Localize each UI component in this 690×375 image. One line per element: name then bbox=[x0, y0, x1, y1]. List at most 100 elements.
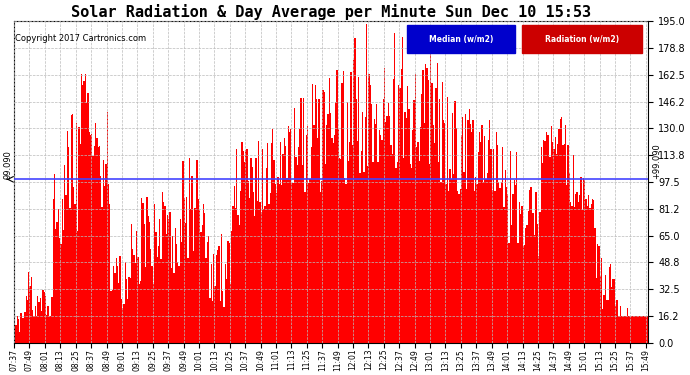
Bar bbox=[217, 250, 218, 343]
Bar bbox=[219, 301, 221, 343]
Bar bbox=[95, 123, 96, 343]
Bar bbox=[60, 244, 61, 343]
Bar bbox=[78, 127, 79, 343]
Bar bbox=[30, 286, 31, 343]
Bar bbox=[222, 291, 224, 343]
Bar bbox=[420, 128, 421, 343]
Bar bbox=[199, 210, 200, 343]
Bar bbox=[250, 158, 252, 343]
Bar bbox=[570, 202, 571, 343]
Bar bbox=[567, 145, 569, 343]
Text: +99.090: +99.090 bbox=[652, 144, 661, 179]
Bar bbox=[115, 258, 117, 343]
Bar bbox=[474, 191, 475, 343]
Bar bbox=[263, 209, 264, 343]
Bar bbox=[233, 206, 234, 343]
Bar bbox=[401, 69, 402, 343]
Bar bbox=[166, 234, 167, 343]
Bar bbox=[357, 141, 358, 343]
Bar bbox=[408, 109, 410, 343]
Bar bbox=[467, 120, 469, 343]
Bar bbox=[188, 158, 190, 343]
Bar bbox=[246, 149, 248, 343]
Bar bbox=[495, 132, 497, 343]
Bar bbox=[139, 285, 140, 343]
Bar bbox=[236, 150, 237, 343]
Bar bbox=[512, 194, 513, 343]
Bar bbox=[17, 316, 18, 343]
Bar bbox=[209, 298, 210, 343]
Bar bbox=[451, 179, 452, 343]
Bar bbox=[340, 159, 342, 343]
Bar bbox=[351, 72, 352, 343]
Bar bbox=[76, 123, 77, 343]
Bar bbox=[173, 273, 175, 343]
Bar bbox=[565, 125, 566, 343]
Bar bbox=[569, 173, 570, 343]
Bar bbox=[393, 79, 394, 343]
Bar bbox=[540, 147, 542, 343]
Bar bbox=[150, 249, 152, 343]
Bar bbox=[580, 177, 582, 343]
Bar bbox=[43, 292, 45, 343]
Bar bbox=[186, 197, 188, 343]
Bar bbox=[368, 74, 370, 343]
Bar bbox=[359, 173, 361, 343]
Bar bbox=[307, 126, 308, 343]
Bar bbox=[522, 246, 524, 343]
Bar bbox=[142, 203, 144, 343]
Bar bbox=[86, 103, 87, 343]
Bar bbox=[439, 99, 440, 343]
Bar bbox=[618, 316, 619, 343]
Bar bbox=[319, 192, 321, 343]
Bar bbox=[443, 120, 444, 343]
Bar bbox=[502, 147, 503, 343]
Bar bbox=[59, 238, 60, 343]
Bar bbox=[164, 206, 166, 343]
Bar bbox=[376, 104, 377, 343]
Bar bbox=[471, 132, 473, 343]
Bar bbox=[37, 296, 39, 343]
Bar bbox=[635, 316, 637, 343]
Bar bbox=[397, 162, 398, 343]
Bar bbox=[22, 318, 23, 343]
Bar bbox=[302, 165, 303, 343]
Bar bbox=[336, 70, 337, 343]
Bar bbox=[279, 184, 280, 343]
Bar bbox=[239, 225, 240, 343]
Bar bbox=[290, 129, 291, 343]
Bar bbox=[551, 126, 552, 343]
Title: Solar Radiation & Day Average per Minute Sun Dec 10 15:53: Solar Radiation & Day Average per Minute… bbox=[71, 4, 591, 20]
Bar bbox=[133, 255, 135, 343]
Bar bbox=[640, 316, 642, 343]
Bar bbox=[549, 157, 551, 343]
Bar bbox=[158, 246, 159, 343]
Bar bbox=[524, 245, 525, 343]
Bar bbox=[501, 182, 502, 343]
Bar bbox=[476, 184, 477, 343]
Bar bbox=[573, 155, 574, 343]
Bar bbox=[440, 182, 442, 343]
Bar bbox=[526, 225, 528, 343]
Bar bbox=[137, 257, 139, 343]
Bar bbox=[375, 124, 376, 343]
Bar bbox=[400, 88, 401, 343]
Bar bbox=[425, 64, 426, 343]
Bar bbox=[280, 142, 281, 343]
Bar bbox=[27, 300, 28, 343]
Bar bbox=[331, 138, 333, 343]
Bar bbox=[73, 188, 75, 343]
Bar bbox=[49, 316, 50, 343]
Bar bbox=[434, 143, 435, 343]
Bar bbox=[18, 320, 19, 343]
Bar bbox=[195, 208, 197, 343]
Bar bbox=[130, 278, 131, 343]
Bar bbox=[245, 150, 246, 343]
Bar bbox=[91, 134, 92, 343]
Bar bbox=[39, 302, 40, 343]
Bar bbox=[309, 179, 310, 343]
Bar bbox=[318, 99, 319, 343]
Bar bbox=[230, 284, 231, 343]
Bar bbox=[170, 268, 172, 343]
Bar bbox=[556, 154, 558, 343]
